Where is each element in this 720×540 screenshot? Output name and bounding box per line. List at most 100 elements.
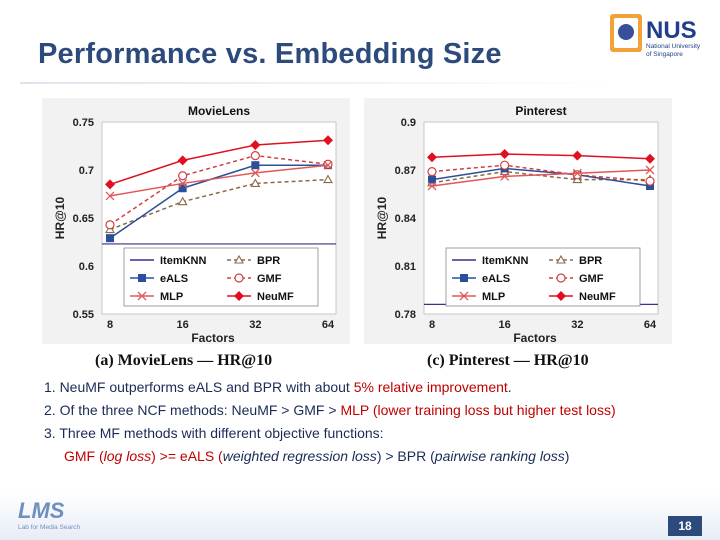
pinterest-series-gmf xyxy=(427,160,655,186)
movielens-x-tick-label: 32 xyxy=(249,319,261,331)
nus-crest-lion xyxy=(618,24,634,40)
movielens-eals-point xyxy=(251,161,260,170)
pinterest-legend-label-gmf: GMF xyxy=(579,273,604,285)
chart-caption-left: (a) MovieLens — HR@10 xyxy=(95,352,273,369)
movielens-legend-label-neumf: NeuMF xyxy=(257,291,294,303)
note-2: 2. Of the three NCF methods: NeuMF > GMF… xyxy=(44,399,714,422)
movielens-legend-marker-eals xyxy=(138,274,146,282)
pinterest-gmf-line xyxy=(431,164,651,182)
movielens-legend-marker-neumf xyxy=(234,291,244,301)
lms-logo: LMS Lab for Media Search xyxy=(18,498,81,531)
note-1-end: . xyxy=(507,379,512,395)
movielens-series-gmf xyxy=(105,150,333,230)
pinterest-legend-label-eals: eALS xyxy=(482,273,510,285)
movielens-bpr-point xyxy=(323,174,333,184)
movielens-legend-marker-gmf xyxy=(234,273,244,283)
movielens-y-tick-label: 0.65 xyxy=(73,213,94,225)
note-1-highlight: 5% relative improvement xyxy=(353,379,508,395)
movielens-mlp-point xyxy=(323,160,333,170)
note-3-end: ) xyxy=(564,448,570,464)
pinterest-gmf-point xyxy=(427,166,437,177)
pinterest-legend-label-itemknn: ItemKNN xyxy=(482,255,529,267)
pinterest-hr-chart: Pinterest 0.78 0.81 0.84 0.87 0.9 8 16 32 64 HR@10… xyxy=(364,98,672,345)
note-2-highlight: MLP (lower training loss but higher test… xyxy=(340,402,616,418)
nus-logo-name: NUS xyxy=(646,17,697,44)
movielens-gmf-point xyxy=(105,220,115,230)
movielens-legend-label-eals: eALS xyxy=(160,273,188,285)
pinterest-neumf-point xyxy=(645,153,655,164)
pinterest-x-tick-label: 32 xyxy=(571,319,583,331)
movielens-eals-point xyxy=(178,184,187,193)
pinterest-legend-box xyxy=(445,247,641,307)
movielens-bpr-point xyxy=(177,196,188,206)
movielens-hr-chart: MovieLens 0.55 0.6 0.65 0.7 0.75 8 16 32 64 HR@10 F… xyxy=(42,98,350,345)
pinterest-legend-label-bpr: BPR xyxy=(579,255,602,267)
pinterest-series-neumf xyxy=(427,149,655,164)
movielens-legend-marker-mlp xyxy=(137,291,147,301)
note-3-bpr: ) > BPR ( xyxy=(376,448,435,464)
pinterest-neumf-point xyxy=(572,150,583,161)
lms-logo-tagline: Lab for Media Search xyxy=(18,524,81,531)
movielens-chart-title: MovieLens xyxy=(188,104,250,118)
movielens-neumf-point xyxy=(250,140,261,151)
chart-caption-right: (c) Pinterest — HR@10 xyxy=(427,352,589,369)
movielens-legend-label-itemknn: ItemKNN xyxy=(160,255,207,267)
pinterest-gmf-point xyxy=(645,176,655,186)
pinterest-chart-title: Pinterest xyxy=(515,104,566,118)
movielens-y-axis-label: HR@10 xyxy=(53,196,67,239)
movielens-eals-line xyxy=(109,164,328,239)
movielens-bpr-line xyxy=(109,178,329,231)
note-3-log-loss: log loss xyxy=(103,448,152,464)
note-2-text: 2. Of the three NCF methods: NeuMF > GMF… xyxy=(44,402,341,418)
movielens-gmf-point xyxy=(323,159,333,169)
pinterest-y-tick-label: 0.84 xyxy=(395,213,417,225)
movielens-mlp-point xyxy=(250,168,260,178)
pinterest-legend-marker-gmf xyxy=(556,273,566,283)
pinterest-series-mlp xyxy=(427,165,655,191)
pinterest-y-axis-label: HR@10 xyxy=(375,196,389,239)
footer-bar xyxy=(0,492,720,540)
note-1-text: 1. NeuMF outperforms eALS and BPR with a… xyxy=(44,379,354,395)
movielens-y-tick-label: 0.55 xyxy=(73,309,94,321)
movielens-legend-box xyxy=(123,247,319,307)
note-3-pairwise-loss: pairwise ranking loss xyxy=(434,448,565,464)
movielens-x-tick-label: 64 xyxy=(322,319,335,331)
pinterest-mlp-point xyxy=(500,171,510,181)
movielens-mlp-point xyxy=(178,178,188,188)
movielens-legend-label-mlp: MLP xyxy=(160,291,183,303)
pinterest-mlp-point xyxy=(427,181,437,191)
note-3-gmf-close: ) >= eALS ( xyxy=(151,448,223,464)
movielens-legend-marker-bpr xyxy=(234,254,244,264)
movielens-neumf-point xyxy=(177,155,188,166)
pinterest-x-axis-label: Factors xyxy=(513,331,557,345)
movielens-gmf-point xyxy=(178,171,188,181)
movielens-gmf-point xyxy=(250,150,260,161)
pinterest-legend-label-mlp: MLP xyxy=(482,291,505,303)
movielens-neumf-line xyxy=(109,139,329,186)
movielens-x-axis-label: Factors xyxy=(191,331,235,345)
nus-logo: NUS National University of Singapore xyxy=(610,14,701,58)
note-3: 3. Three MF methods with different objec… xyxy=(44,422,714,445)
pinterest-legend-marker-neumf xyxy=(556,291,566,301)
pinterest-x-tick-label: 8 xyxy=(429,319,435,331)
pinterest-neumf-point xyxy=(427,152,437,163)
pinterest-bpr-line xyxy=(431,170,650,184)
movielens-neumf-point xyxy=(105,179,115,190)
movielens-gmf-line xyxy=(109,154,329,226)
movielens-mlp-line xyxy=(109,164,329,197)
movielens-y-tick-label: 0.7 xyxy=(79,165,94,177)
pinterest-eals-line xyxy=(431,167,651,187)
movielens-y-tick-label: 0.75 xyxy=(73,117,94,129)
note-3-weighted-loss: weighted regression loss xyxy=(222,448,377,464)
note-3-gmf: GMF ( xyxy=(64,448,104,464)
pinterest-y-tick-label: 0.87 xyxy=(395,165,416,177)
pinterest-mlp-line xyxy=(431,169,651,187)
pinterest-neumf-line xyxy=(431,153,651,160)
pinterest-neumf-point xyxy=(499,149,510,159)
note-3-detail: GMF (log loss) >= eALS (weighted regress… xyxy=(44,445,714,468)
movielens-legend-label-bpr: BPR xyxy=(257,255,280,267)
movielens-x-tick-label: 8 xyxy=(107,319,113,331)
slide-title: Performance vs. Embedding Size xyxy=(38,38,502,70)
movielens-mlp-point xyxy=(105,191,115,201)
nus-logo-line2: of Singapore xyxy=(646,51,683,58)
